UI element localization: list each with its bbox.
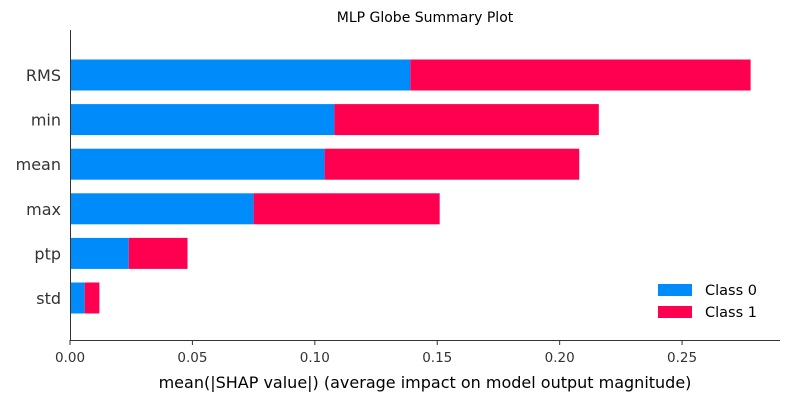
- legend-label-class-1: Class 1: [705, 305, 757, 321]
- x-tick-label: 0.15: [422, 350, 452, 366]
- category-label: max: [26, 200, 61, 219]
- x-tick-label: 0.25: [667, 350, 697, 366]
- bar-mean-class-0: [70, 148, 325, 180]
- chart-title: MLP Globe Summary Plot: [337, 10, 514, 26]
- bar-max-class-0: [70, 193, 254, 225]
- bars-group: [70, 59, 751, 314]
- category-label: mean: [16, 155, 61, 174]
- category-label: std: [36, 289, 61, 308]
- x-axis-label: mean(|SHAP value|) (average impact on mo…: [159, 373, 692, 392]
- bar-min-class-0: [70, 104, 335, 136]
- bar-std-class-0: [70, 282, 85, 314]
- bar-max-class-1: [253, 193, 440, 225]
- x-tick-label: 0.05: [177, 350, 207, 366]
- bar-mean-class-1: [324, 148, 580, 180]
- category-label: min: [31, 111, 61, 130]
- bar-ptp-class-0: [70, 237, 129, 269]
- category-label: RMS: [26, 66, 61, 85]
- bar-min-class-1: [334, 104, 599, 136]
- x-ticks: 0.00 0.05 0.10 0.15 0.20 0.25: [55, 340, 697, 366]
- legend: Class 0 Class 1: [658, 283, 757, 321]
- bar-std-class-1: [84, 282, 100, 314]
- legend-swatch-class-1: [658, 306, 692, 318]
- bar-rms-class-0: [70, 59, 411, 91]
- category-label: ptp: [34, 244, 61, 263]
- x-tick-label: 0.00: [55, 350, 85, 366]
- legend-swatch-class-0: [658, 284, 692, 296]
- bar-ptp-class-1: [128, 237, 188, 269]
- bar-rms-class-1: [410, 59, 751, 91]
- x-tick-label: 0.20: [545, 350, 575, 366]
- category-labels: RMS min mean max ptp std: [16, 66, 61, 308]
- x-tick-label: 0.10: [300, 350, 330, 366]
- legend-label-class-0: Class 0: [705, 283, 757, 299]
